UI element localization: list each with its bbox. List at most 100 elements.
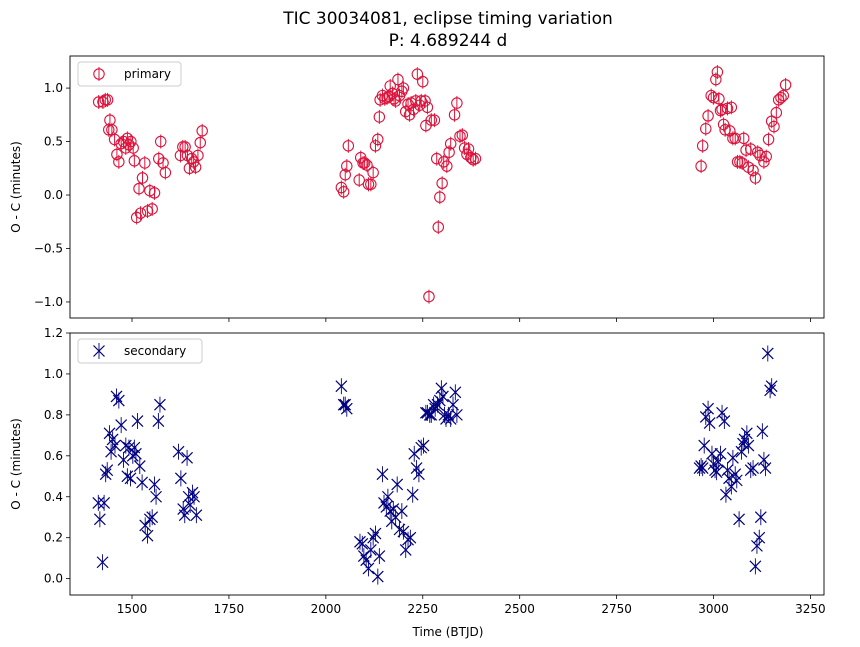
secondary-data-point [152,415,165,427]
secondary-data-point [751,539,763,552]
secondary-data-point [387,503,400,515]
y-tick-label: 0.4 [44,490,63,504]
primary-data-point [367,166,379,179]
secondary-data-point [121,470,134,483]
secondary-data-point [399,544,412,556]
primary-data-point [189,161,202,173]
secondary-data-point [718,415,731,427]
secondary-data-point [749,560,762,573]
primary-data-point [133,182,145,195]
figure-title-line2: P: 4.689244 d [389,31,508,51]
secondary-data-point [733,513,746,526]
secondary-data-point [373,550,386,563]
secondary-data-point [103,427,116,440]
primary-data-point [740,144,752,156]
y-tick-label: 0.0 [44,572,63,586]
primary-data-point [448,109,461,121]
primary-data-point [407,103,420,116]
primary-data-point [342,140,355,152]
secondary-data-point [360,554,373,567]
secondary-data-point [726,451,739,464]
secondary-data-point [109,439,121,452]
secondary-data-point [706,447,718,460]
legend-marker [93,68,105,80]
primary-data-point [432,221,445,233]
primary-data-point [399,105,412,118]
y-tick-label: 0.2 [44,531,63,545]
secondary-data-point [703,417,716,429]
secondary-data-point [764,384,777,397]
primary-data-point [428,114,441,126]
secondary-data-point [364,544,377,556]
secondary-data-point [710,466,723,479]
secondary-data-point [117,453,130,466]
secondary-data-point [756,425,769,438]
primary-data-point [372,133,384,146]
secondary-data-point [154,398,166,411]
secondary-data-point [410,462,423,475]
secondary-data-point [188,490,200,503]
secondary-data-point [431,398,444,411]
primary-data-point [139,157,151,169]
secondary-data-point [96,556,109,569]
y-tick-label: −1.0 [34,295,63,309]
primary-data-point [775,91,787,104]
y-tick-label: −0.5 [34,241,63,255]
secondary-data-point [92,496,105,509]
secondary-data-point [391,478,404,491]
primary-data-point [194,136,207,149]
secondary-data-point [417,439,430,452]
secondary-data-point [98,496,111,509]
primary-data-point [695,160,707,172]
secondary-data-point [124,472,137,485]
primary-data-point [696,140,709,152]
secondary-data-point [723,472,735,485]
secondary-data-point [719,488,732,501]
primary-data-point [444,137,457,150]
secondary-data-point [759,462,772,475]
primary-data-point [373,111,386,123]
primary-data-point [353,174,365,186]
secondary-data-point [754,511,767,524]
secondary-data-point [139,519,152,532]
primary-data-point [436,177,448,190]
primary-data-point [196,125,208,137]
primary-data-point [111,148,123,161]
figure-title-line1: TIC 30034081, eclipse timing variation [282,9,613,29]
secondary-data-point [369,527,382,540]
secondary-data-point [367,531,380,544]
y-tick-label: 0.6 [44,449,63,463]
secondary-data-point [444,413,457,425]
primary-data-point [154,135,167,148]
primary-data-point [92,96,105,108]
secondary-data-point [742,439,755,452]
secondary-data-point [437,390,449,403]
secondary-data-point [442,408,455,421]
secondary-data-point [129,447,142,460]
legend-box [77,61,182,87]
secondary-data-point [395,505,408,518]
primary-data-point [121,132,134,145]
primary-data-point [125,135,137,148]
secondary-data-point [178,509,191,522]
primary-data-point [451,97,463,109]
primary-data-point [443,146,455,158]
secondary-data-point [765,380,778,393]
primary-data-point [148,187,161,199]
primary-data-point [779,79,792,91]
y-axis-label: O - C (minutes) [9,418,23,510]
primary-data-point [430,152,443,165]
primary-data-point [415,95,427,107]
primary-data-point [711,66,724,78]
primary-data-point [738,132,750,145]
primary-data-point [159,166,172,179]
y-tick-label: 1.0 [44,367,63,381]
primary-data-point [134,207,147,219]
primary-data-point [341,160,353,172]
primary-data-point [725,101,738,114]
primary-data-point [101,94,114,106]
primary-data-point [754,149,766,162]
legend-box [77,338,203,364]
primary-data-point [469,152,482,165]
primary-data-point [744,143,757,155]
